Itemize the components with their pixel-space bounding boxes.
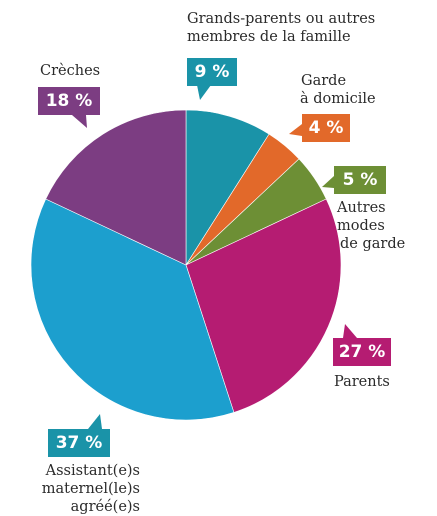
badge-parents: 27 % (333, 338, 391, 366)
label-grands-parents-line-1: Grands-parents ou autres (187, 11, 376, 27)
label-autres-modes: Autres modes de garde (337, 199, 437, 253)
badge-assistantes: 37 % (48, 429, 110, 457)
label-grands-parents-line-2: membres de la famille (187, 29, 351, 45)
label-garde-domicile-line-2: à domicile (300, 91, 376, 107)
label-autres-modes-line-1: Autres modes (337, 200, 386, 234)
label-parents: Parents (334, 373, 390, 391)
callout-pointer-2 (289, 124, 302, 136)
badge-grands-parents: 9 % (187, 58, 237, 86)
badge-creches: 18 % (38, 87, 100, 115)
badge-autres-modes: 5 % (334, 166, 386, 194)
label-grands-parents: Grands-parents ou autres membres de la f… (187, 10, 375, 46)
pie-slice-5 (30, 198, 235, 421)
label-creches-line-1: Crèches (40, 63, 101, 79)
callout-pointer-5 (88, 414, 102, 429)
label-assistantes-line-2: maternel(le)s (41, 481, 140, 497)
badge-garde-domicile: 4 % (302, 114, 350, 142)
pie-slice-1 (185, 109, 270, 267)
callout-pointer-6 (72, 115, 87, 128)
callout-pointer-3 (322, 176, 334, 188)
label-garde-domicile: Garde à domicile (300, 72, 376, 108)
label-creches: Crèches (40, 62, 100, 80)
label-parents-line-1: Parents (334, 374, 390, 390)
callout-pointer-4 (343, 324, 357, 338)
label-garde-domicile-line-1: Garde (301, 73, 347, 89)
label-autres-modes-line-2: de garde (340, 236, 406, 252)
pie-slice-4 (185, 198, 342, 413)
label-assistantes-line-1: Assistant(e)s (45, 463, 140, 479)
pie-slice-6 (45, 109, 187, 266)
label-assistantes: Assistant(e)s maternel(le)s agréé(e)s (20, 462, 140, 516)
label-assistantes-line-3: agréé(e)s (70, 499, 140, 515)
callout-pointer-1 (197, 85, 211, 100)
